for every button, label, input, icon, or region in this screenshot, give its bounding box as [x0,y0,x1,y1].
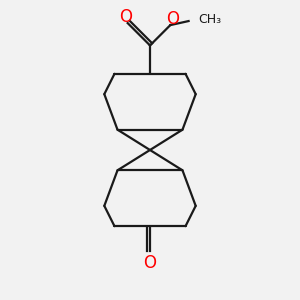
Text: O: O [166,10,179,28]
Text: CH₃: CH₃ [199,13,222,26]
Text: O: O [143,254,157,272]
Text: O: O [119,8,132,26]
